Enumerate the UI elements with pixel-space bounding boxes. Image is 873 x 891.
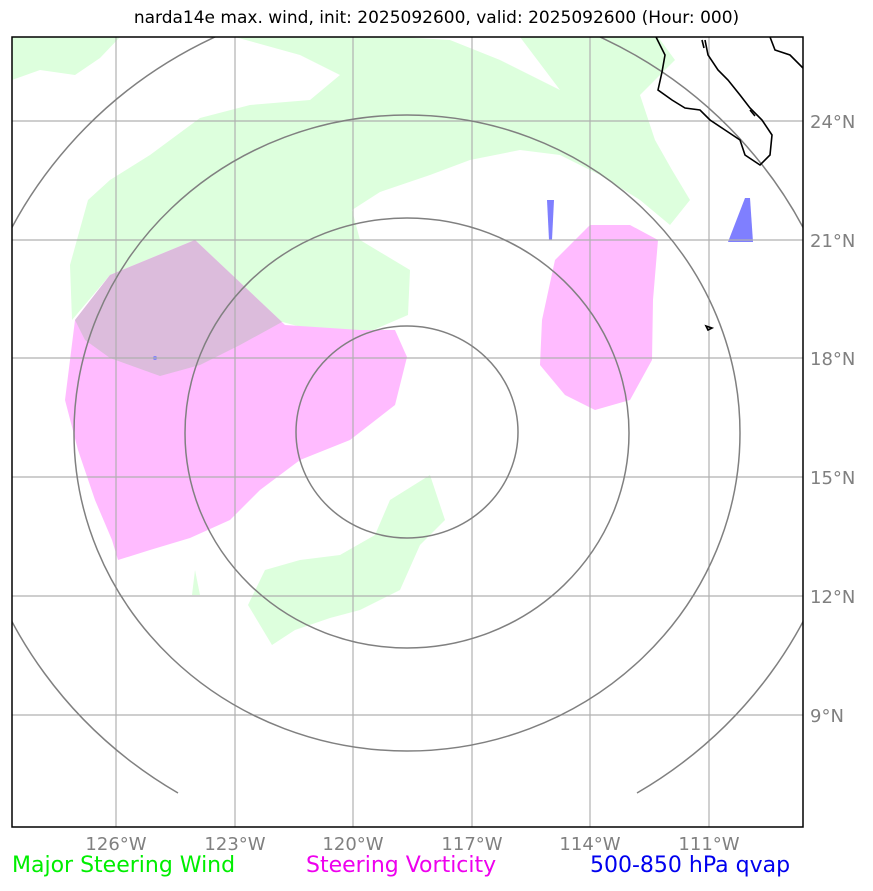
longitude-labels: 126°W 123°W 120°W 117°W 114°W 111°W (85, 834, 739, 855)
overlap-region (75, 240, 282, 376)
lat-label-21n: 21°N (810, 231, 855, 252)
lat-label-24n: 24°N (810, 112, 855, 133)
lat-label-18n: 18°N (810, 349, 855, 370)
legend-steering-wind: Major Steering Wind (12, 853, 236, 878)
lon-label-123w: 123°W (204, 834, 265, 855)
chart-title: narda14e max. wind, init: 2025092600, va… (133, 8, 740, 28)
lon-label-114w: 114°W (559, 834, 620, 855)
lat-label-9n: 9°N (810, 706, 844, 727)
lat-label-15n: 15°N (810, 468, 855, 489)
lon-label-117w: 117°W (441, 834, 502, 855)
map-frame (11, 36, 804, 828)
map-plot-area (12, 37, 803, 827)
lon-label-111w: 111°W (678, 834, 739, 855)
legend-qvap: 500-850 hPa qvap (590, 853, 791, 878)
qvap-field (153, 198, 753, 360)
lon-label-120w: 120°W (322, 834, 383, 855)
steering-wind-field (12, 37, 690, 645)
range-rings (12, 37, 803, 794)
lat-label-12n: 12°N (810, 587, 855, 608)
coastline (655, 37, 803, 332)
lon-label-126w: 126°W (85, 834, 146, 855)
latitude-labels: 24°N 21°N 18°N 15°N 12°N 9°N (810, 112, 855, 727)
legend-steering-vorticity: Steering Vorticity (306, 853, 497, 878)
